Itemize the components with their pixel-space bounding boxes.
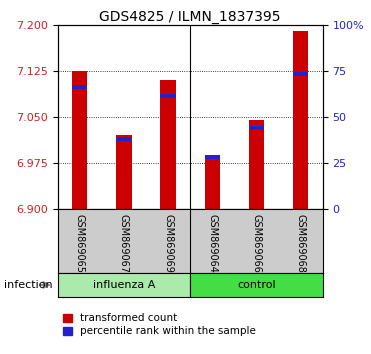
Legend: transformed count, percentile rank within the sample: transformed count, percentile rank withi… [63,313,256,336]
Text: control: control [237,280,276,290]
Bar [160,95,176,98]
Bar [160,80,176,209]
Bar [58,273,190,297]
Text: GSM869067: GSM869067 [119,214,129,273]
Text: influenza A: influenza A [93,280,155,290]
Bar [204,157,220,209]
Text: GSM869066: GSM869066 [252,214,262,273]
Bar [249,120,264,209]
Bar [190,273,323,297]
Bar [293,31,308,209]
Bar [293,72,308,76]
Text: infection: infection [4,280,52,290]
Bar [72,85,87,89]
Text: GSM869068: GSM869068 [296,214,306,273]
Text: GSM869064: GSM869064 [207,214,217,273]
Bar [72,71,87,209]
Text: GSM869065: GSM869065 [75,214,85,273]
Bar [116,137,132,141]
Title: GDS4825 / ILMN_1837395: GDS4825 / ILMN_1837395 [99,10,281,24]
Bar [249,126,264,130]
Bar [204,155,220,159]
Bar [116,135,132,209]
Text: GSM869069: GSM869069 [163,214,173,273]
